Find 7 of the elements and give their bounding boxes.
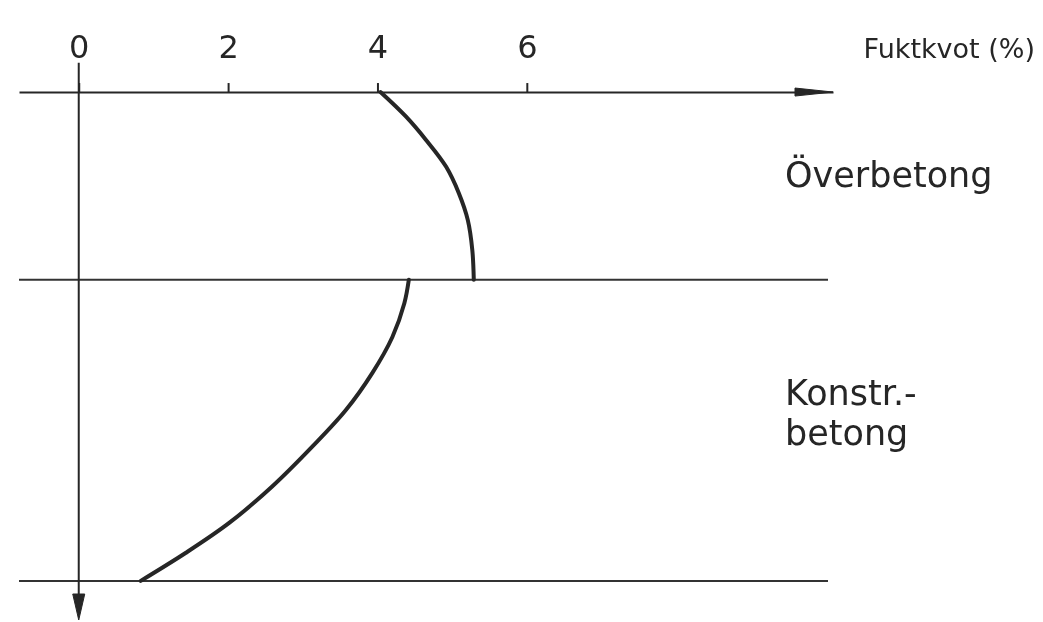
annotation: Konstr.-betong xyxy=(785,373,917,454)
x-tick-label: 4 xyxy=(367,28,389,67)
annotation: Överbetong xyxy=(785,153,993,195)
x-tick-label: 6 xyxy=(517,28,538,67)
x-tick-label: 0 xyxy=(69,28,90,67)
x-tick-label: 2 xyxy=(218,28,239,67)
x-axis-title: Fuktkvot (%) xyxy=(863,33,1035,65)
